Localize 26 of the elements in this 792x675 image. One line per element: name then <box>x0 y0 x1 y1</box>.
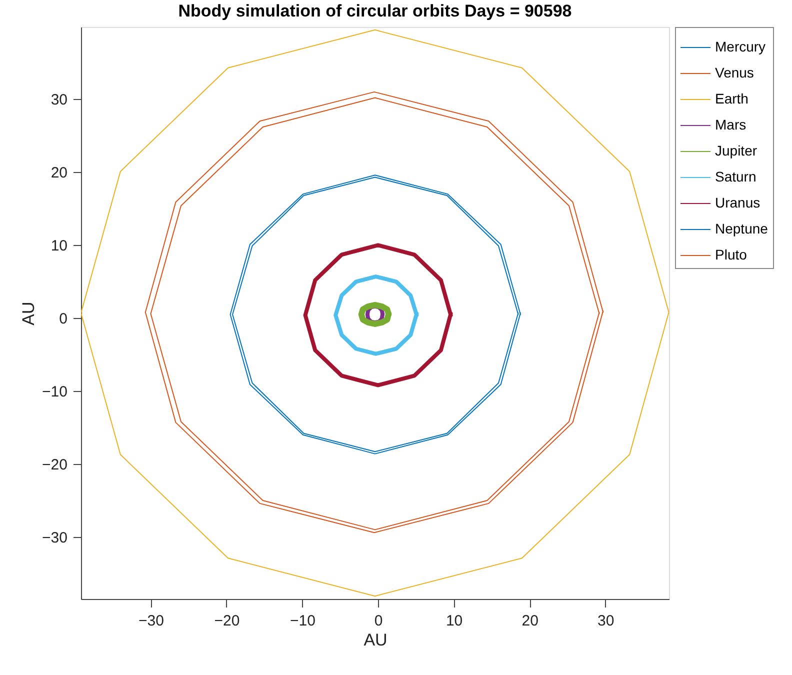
x-axis-title: AU <box>364 630 388 650</box>
x-tick-label: 0 <box>374 612 383 630</box>
legend-label: Earth <box>715 90 748 106</box>
y-tick-label: 0 <box>59 310 68 328</box>
legend-label: Mars <box>715 116 746 132</box>
y-tick-label: −10 <box>42 384 68 401</box>
y-tick-label: 20 <box>50 164 68 182</box>
legend-label: Neptune <box>715 220 768 236</box>
y-tick-label: −20 <box>42 456 68 474</box>
legend-label: Pluto <box>715 246 748 262</box>
legend-label: Uranus <box>715 194 760 210</box>
legend-label: Jupiter <box>715 142 758 158</box>
y-tick-label: 10 <box>50 238 68 255</box>
y-tick-label: 30 <box>50 92 68 109</box>
x-tick-label: 30 <box>598 612 614 630</box>
y-tick-label: −30 <box>42 529 68 546</box>
y-axis-title: AU <box>19 302 38 326</box>
x-tick-label: 20 <box>522 612 538 630</box>
x-tick-label: 10 <box>446 612 463 630</box>
legend-label: Venus <box>715 64 754 80</box>
legend-label: Saturn <box>715 168 756 184</box>
x-tick-label: −20 <box>214 612 240 630</box>
x-tick-label: −10 <box>290 612 316 630</box>
chart-title: Nbody simulation of circular orbits Days = 90598 <box>178 2 572 20</box>
x-tick-label: −30 <box>138 612 164 630</box>
legend-label: Mercury <box>715 38 766 54</box>
